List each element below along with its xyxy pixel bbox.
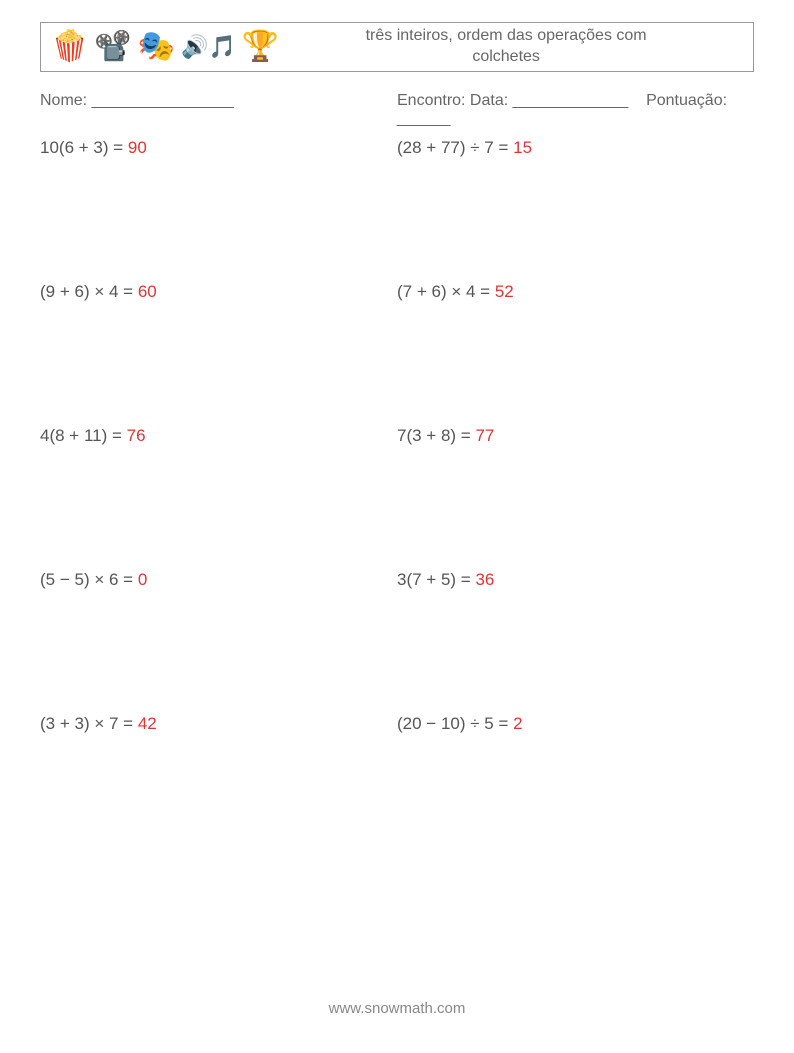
worksheet-title: três inteiros, ordem das operações com c…: [279, 26, 753, 68]
problem-answer: 0: [138, 570, 147, 589]
student-info-row: Nome: ________________ Encontro: Data: _…: [40, 92, 754, 128]
title-line-2: colchetes: [472, 48, 540, 65]
problem-cell: 10(6 + 3) = 90: [40, 138, 397, 158]
problem-cell: (28 + 77) ÷ 7 = 15: [397, 138, 754, 158]
popcorn-icon: 🍿: [51, 32, 88, 62]
problem-expression: (20 − 10) ÷ 5 =: [397, 714, 513, 733]
trophy-icon: 🏆: [242, 32, 279, 62]
name-field: Nome: ________________: [40, 92, 397, 128]
problem-cell: (3 + 3) × 7 = 42: [40, 714, 397, 734]
problem-expression: 7(3 + 8) =: [397, 426, 475, 445]
header-icons: 🍿 📽️ 🎭 🔊🎵 🏆: [41, 32, 279, 62]
problem-answer: 77: [475, 426, 494, 445]
problem-expression: (28 + 77) ÷ 7 =: [397, 138, 513, 157]
problem-answer: 36: [475, 570, 494, 589]
speaker-icon: 🔊🎵: [181, 36, 236, 58]
problem-cell: (20 − 10) ÷ 5 = 2: [397, 714, 754, 734]
date-score-field: Encontro: Data: _____________ Pontuação:…: [397, 92, 754, 128]
problem-expression: 10(6 + 3) =: [40, 138, 128, 157]
problem-cell: 4(8 + 11) = 76: [40, 426, 397, 446]
problem-expression: (3 + 3) × 7 =: [40, 714, 138, 733]
problem-row: 10(6 + 3) = 90 (28 + 77) ÷ 7 = 15: [40, 138, 754, 158]
problem-row: (3 + 3) × 7 = 42 (20 − 10) ÷ 5 = 2: [40, 714, 754, 734]
masks-icon: 🎭: [138, 32, 175, 62]
worksheet-header: 🍿 📽️ 🎭 🔊🎵 🏆 três inteiros, ordem das ope…: [40, 22, 754, 72]
problem-cell: 3(7 + 5) = 36: [397, 570, 754, 590]
problem-expression: (9 + 6) × 4 =: [40, 282, 138, 301]
problem-expression: 3(7 + 5) =: [397, 570, 475, 589]
projector-icon: 📽️: [94, 32, 131, 62]
problem-row: (5 − 5) × 6 = 0 3(7 + 5) = 36: [40, 570, 754, 590]
problem-answer: 42: [138, 714, 157, 733]
problem-row: 4(8 + 11) = 76 7(3 + 8) = 77: [40, 426, 754, 446]
problem-answer: 76: [127, 426, 146, 445]
problem-row: (9 + 6) × 4 = 60 (7 + 6) × 4 = 52: [40, 282, 754, 302]
title-line-1: três inteiros, ordem das operações com: [366, 27, 647, 44]
problem-cell: (5 − 5) × 6 = 0: [40, 570, 397, 590]
problem-answer: 60: [138, 282, 157, 301]
problem-cell: (9 + 6) × 4 = 60: [40, 282, 397, 302]
problem-expression: 4(8 + 11) =: [40, 426, 127, 445]
problem-cell: 7(3 + 8) = 77: [397, 426, 754, 446]
problem-answer: 90: [128, 138, 147, 157]
problem-expression: (5 − 5) × 6 =: [40, 570, 138, 589]
problem-cell: (7 + 6) × 4 = 52: [397, 282, 754, 302]
problem-expression: (7 + 6) × 4 =: [397, 282, 495, 301]
problem-answer: 52: [495, 282, 514, 301]
problems-grid: 10(6 + 3) = 90 (28 + 77) ÷ 7 = 15 (9 + 6…: [40, 138, 754, 858]
date-label: Encontro: Data: _____________: [397, 92, 628, 109]
footer-url: www.snowmath.com: [0, 1000, 794, 1017]
problem-answer: 2: [513, 714, 522, 733]
problem-answer: 15: [513, 138, 532, 157]
